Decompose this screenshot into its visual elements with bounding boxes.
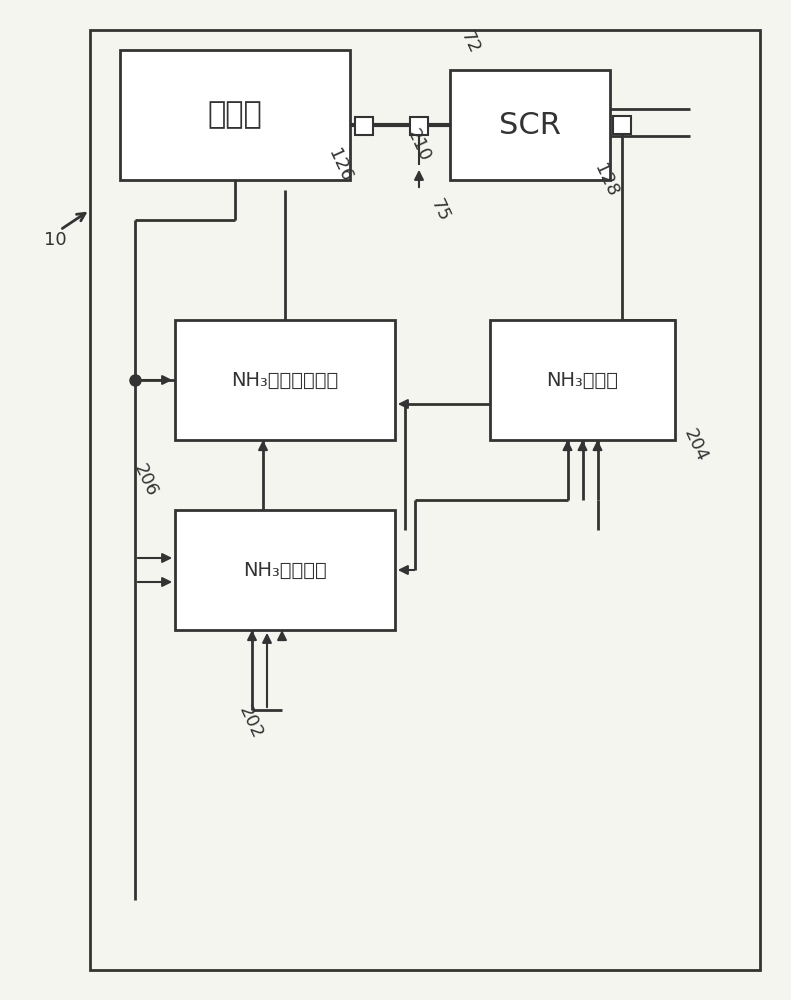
- FancyBboxPatch shape: [355, 117, 373, 135]
- Text: 210: 210: [403, 126, 433, 164]
- Text: 206: 206: [130, 461, 161, 499]
- Text: 发动机: 发动机: [207, 101, 263, 129]
- FancyBboxPatch shape: [120, 50, 350, 180]
- FancyBboxPatch shape: [613, 116, 631, 134]
- Text: 202: 202: [235, 703, 266, 741]
- FancyBboxPatch shape: [410, 117, 428, 135]
- Text: 72: 72: [457, 28, 483, 56]
- FancyBboxPatch shape: [175, 510, 395, 630]
- Text: NH₃存储模型: NH₃存储模型: [243, 560, 327, 580]
- Text: 126: 126: [324, 146, 355, 184]
- Text: 128: 128: [591, 161, 622, 199]
- Text: SCR: SCR: [499, 110, 561, 139]
- Text: 10: 10: [44, 231, 66, 249]
- FancyBboxPatch shape: [90, 30, 760, 970]
- Text: 75: 75: [427, 196, 453, 224]
- FancyBboxPatch shape: [175, 320, 395, 440]
- Text: 204: 204: [679, 426, 710, 464]
- FancyBboxPatch shape: [450, 70, 610, 180]
- Text: NH₃喷射控制系统: NH₃喷射控制系统: [232, 370, 339, 389]
- FancyBboxPatch shape: [490, 320, 675, 440]
- Text: NH₃探测器: NH₃探测器: [547, 370, 619, 389]
